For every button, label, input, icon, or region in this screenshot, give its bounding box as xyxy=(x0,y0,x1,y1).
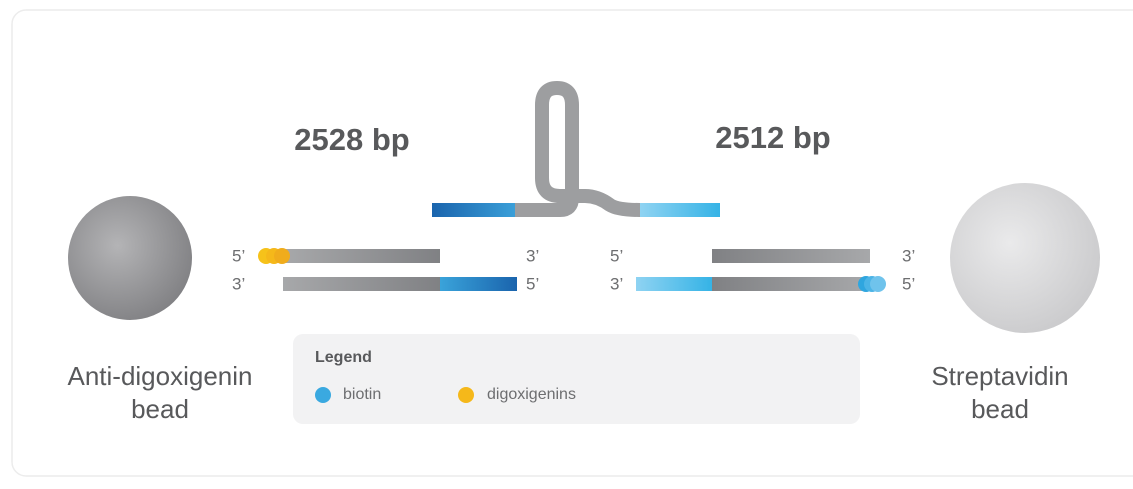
legend-title: Legend xyxy=(315,349,372,366)
strand-end: 3’ xyxy=(526,246,539,265)
legend-item: digoxigenins xyxy=(487,386,576,403)
fragment-label: 2528 bp xyxy=(294,122,409,157)
strand-end: 3’ xyxy=(232,274,245,293)
bead-label: bead xyxy=(971,394,1029,424)
diagram: 2528 bp 2512 bp 5’ 3’ 3’ 5’ 5’ 3’ 3’ 5’ … xyxy=(0,0,1133,484)
fragment-label: 2512 bp xyxy=(715,120,830,155)
strand-end: 5’ xyxy=(610,246,623,265)
strand-end: 3’ xyxy=(610,274,623,293)
bead-label: Streptavidin xyxy=(931,361,1068,391)
strand-end: 3’ xyxy=(902,246,915,265)
strand-end: 5’ xyxy=(902,274,915,293)
legend: Legend biotin digoxigenins xyxy=(293,334,860,424)
bead-label: Anti-digoxigenin xyxy=(67,361,252,391)
strand-end: 5’ xyxy=(232,246,245,265)
anti-dig-bead xyxy=(68,196,192,320)
streptavidin-bead xyxy=(950,183,1100,333)
strand-end: 5’ xyxy=(526,274,539,293)
legend-item: biotin xyxy=(343,386,381,403)
bead-label: bead xyxy=(131,394,189,424)
